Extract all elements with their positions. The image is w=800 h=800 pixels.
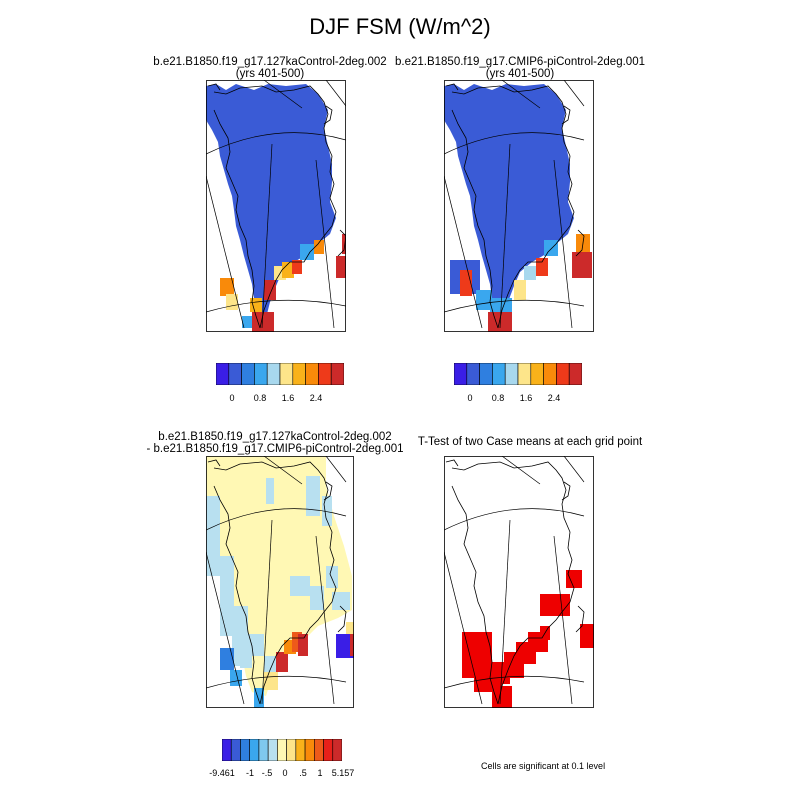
colorbar-swatch bbox=[492, 362, 506, 386]
colorbar-swatches bbox=[453, 362, 583, 386]
panel-title-line: (yrs 401-500) bbox=[485, 68, 555, 80]
colorbar-swatch bbox=[286, 738, 297, 762]
colorbar-swatch bbox=[258, 738, 269, 762]
colorbar-tick: 1.6 bbox=[281, 393, 295, 403]
colorbar-swatch bbox=[230, 738, 241, 762]
colorbar-swatch bbox=[292, 362, 306, 386]
colorbar-swatch bbox=[479, 362, 493, 386]
ice-fill bbox=[206, 84, 336, 318]
colorbar-swatches bbox=[215, 362, 345, 386]
ttest-note: Cells are significant at 0.1 level bbox=[481, 761, 606, 771]
panel-title-line: T-Test of two Case means at each grid po… bbox=[417, 436, 643, 448]
diff-negative-fill bbox=[206, 476, 350, 680]
colorbar-tick: 0 bbox=[229, 393, 235, 403]
colorbar-swatch bbox=[240, 738, 250, 762]
colorbar-tick: -1 bbox=[245, 768, 255, 778]
colorbar-swatch bbox=[543, 362, 557, 386]
colorbar-case1-ticks: 0 0.8 1.6 2.4 bbox=[216, 393, 344, 405]
colorbar-swatch bbox=[530, 362, 544, 386]
panel-title-line: - b.e21.B1850.f19_g17.CMIP6-piControl-2d… bbox=[146, 443, 404, 455]
panel-title-ttest: T-Test of two Case means at each grid po… bbox=[380, 436, 680, 448]
map-case1 bbox=[206, 80, 346, 332]
colorbar-tick: 0 bbox=[467, 393, 473, 403]
colorbar-case2-ticks: 0 0.8 1.6 2.4 bbox=[454, 393, 582, 405]
warm-cells bbox=[220, 234, 346, 332]
panel-title-case1: b.e21.B1850.f19_g17.127kaControl-2deg.00… bbox=[120, 56, 420, 80]
colorbar-tick: 1.6 bbox=[519, 393, 533, 403]
panel-title-line: b.e21.B1850.f19_g17.CMIP6-piControl-2deg… bbox=[395, 56, 645, 68]
colorbar-tick: 0.8 bbox=[491, 393, 505, 403]
colorbar-tick: 1 bbox=[317, 768, 323, 778]
colorbar-swatch bbox=[254, 362, 268, 386]
colorbar-diff bbox=[221, 738, 343, 762]
panel-title-diff: b.e21.B1850.f19_g17.127kaControl-2deg.00… bbox=[125, 431, 425, 455]
colorbar-tick: 5.157 bbox=[331, 768, 355, 778]
colorbar-swatch bbox=[228, 362, 242, 386]
colorbar-swatch bbox=[453, 362, 468, 386]
colorbar-swatch bbox=[318, 362, 332, 386]
panel-title-line: (yrs 401-500) bbox=[235, 68, 305, 80]
colorbar-tick: .5 bbox=[299, 768, 307, 778]
colorbar-swatch bbox=[304, 738, 315, 762]
colorbar-swatch bbox=[249, 738, 260, 762]
colorbar-case1 bbox=[215, 362, 345, 386]
colorbar-swatch bbox=[314, 738, 324, 762]
colorbar-swatch bbox=[241, 362, 255, 386]
colorbar-swatch bbox=[277, 738, 287, 762]
diff-strong-cells bbox=[220, 622, 354, 708]
colorbar-tick: 0 bbox=[282, 768, 288, 778]
map-diff bbox=[206, 456, 354, 708]
colorbar-swatch bbox=[305, 362, 319, 386]
colorbar-tick: 0.8 bbox=[253, 393, 267, 403]
colorbar-diff-ticks: -9.461 -1 -.5 0 .5 1 5.157 bbox=[209, 768, 362, 780]
colorbar-swatches bbox=[221, 738, 343, 762]
map-ttest bbox=[444, 456, 594, 708]
colorbar-tick: -9.461 bbox=[209, 768, 235, 778]
panel-title-line: b.e21.B1850.f19_g17.127kaControl-2deg.00… bbox=[158, 431, 392, 443]
colorbar-tick: 2.4 bbox=[547, 393, 561, 403]
colorbar-swatch bbox=[221, 738, 232, 762]
colorbar-swatch bbox=[568, 362, 583, 386]
colorbar-swatch bbox=[266, 362, 281, 386]
significant-cells bbox=[462, 570, 594, 708]
panel-title-case2: b.e21.B1850.f19_g17.CMIP6-piControl-2deg… bbox=[370, 56, 670, 80]
map-case2 bbox=[444, 80, 594, 332]
colorbar-swatch bbox=[267, 738, 278, 762]
colorbar-swatch bbox=[279, 362, 294, 386]
colorbar-swatch bbox=[466, 362, 480, 386]
figure-title: DJF FSM (W/m^2) bbox=[309, 14, 491, 39]
colorbar-swatch bbox=[332, 738, 343, 762]
colorbar-swatch bbox=[504, 362, 519, 386]
colorbar-swatch bbox=[556, 362, 570, 386]
colorbar-tick: 2.4 bbox=[309, 393, 323, 403]
colorbar-swatch bbox=[295, 738, 306, 762]
panel-title-line: b.e21.B1850.f19_g17.127kaControl-2deg.00… bbox=[153, 56, 387, 68]
colorbar-swatch bbox=[330, 362, 345, 386]
colorbar-swatch bbox=[323, 738, 334, 762]
colorbar-swatch bbox=[517, 362, 532, 386]
colorbar-case2 bbox=[453, 362, 583, 386]
colorbar-swatch bbox=[215, 362, 230, 386]
colorbar-tick: -.5 bbox=[261, 768, 273, 778]
